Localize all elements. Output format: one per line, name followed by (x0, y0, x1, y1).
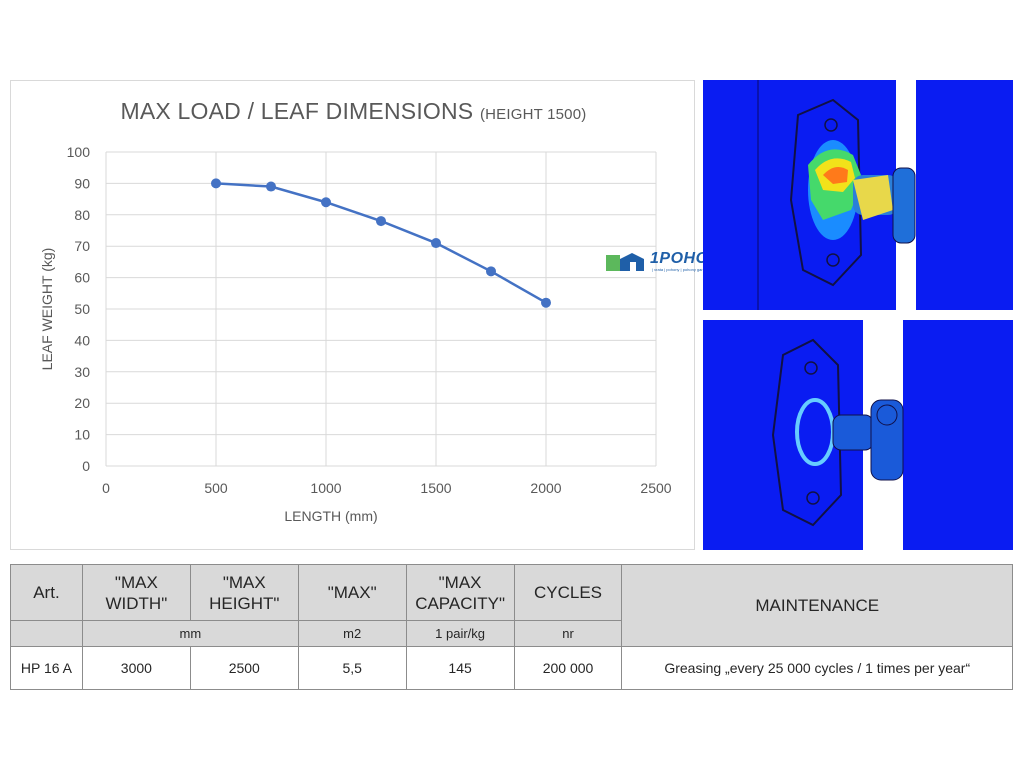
y-tick-label: 100 (67, 144, 91, 160)
unit-cycles: nr (513, 620, 623, 647)
header-maintenance: MAINTENANCE (621, 564, 1013, 647)
header-max-width: "MAX WIDTH" (81, 564, 191, 621)
data-point (376, 216, 386, 227)
chart-title-text: MAX LOAD / LEAF DIMENSIONS (120, 98, 474, 124)
table-units-row: mm m2 1 pair/kg nr (10, 620, 1013, 647)
x-tick-label: 1000 (310, 480, 341, 496)
x-tick-label: 0 (102, 480, 110, 496)
header-cycles: CYCLES (513, 564, 623, 621)
cell-max-capacity: 145 (405, 646, 515, 690)
header-max-height: "MAX HEIGHT" (189, 564, 299, 621)
y-tick-label: 70 (74, 238, 90, 254)
unit-capacity: 1 pair/kg (405, 620, 515, 647)
series-line (215, 182, 547, 304)
chart-panel: MAX LOAD / LEAF DIMENSIONS (HEIGHT 1500)… (10, 80, 695, 550)
chart-subtitle: (HEIGHT 1500) (479, 106, 587, 123)
fea-stress-image-bottom (703, 320, 1013, 550)
data-point (431, 238, 441, 249)
x-tick-label: 1500 (420, 480, 451, 496)
y-tick-label: 50 (74, 301, 90, 317)
cell-art: HP 16 A (10, 646, 83, 690)
spec-table: Art. "MAX WIDTH" "MAX HEIGHT" "MAX" "MAX… (10, 564, 1013, 690)
header-max: "MAX" (297, 564, 407, 621)
x-tick-label: 2500 (640, 480, 671, 496)
x-tick-label: 2000 (530, 480, 561, 496)
y-tick-label: 80 (74, 207, 90, 223)
cell-max-height: 2500 (189, 646, 299, 690)
cell-max-width: 3000 (81, 646, 191, 690)
unit-dimensions: mm (81, 620, 299, 647)
data-point (266, 181, 276, 192)
data-point (541, 297, 551, 308)
y-tick-label: 30 (74, 364, 90, 380)
y-tick-label: 40 (74, 332, 90, 348)
y-axis-label: LEAF WEIGHT (kg) (39, 248, 55, 371)
cell-cycles: 200 000 (513, 646, 623, 690)
cell-max: 5,5 (297, 646, 407, 690)
chart-title: MAX LOAD / LEAF DIMENSIONS (HEIGHT 1500) (11, 98, 696, 125)
table-row: HP 16 A 3000 2500 5,5 145 200 000 Greasi… (10, 646, 1013, 690)
logo-mark-icon (606, 253, 644, 271)
x-axis-label: LENGTH (mm) (284, 508, 377, 524)
y-tick-label: 90 (74, 175, 90, 191)
y-tick-label: 10 (74, 427, 90, 443)
header-max-capacity: "MAX CAPACITY" (405, 564, 515, 621)
data-point (321, 197, 331, 208)
header-art: Art. (10, 564, 83, 621)
fea-stress-image-top (703, 80, 1013, 310)
y-tick-label: 20 (74, 395, 90, 411)
y-tick-label: 60 (74, 270, 90, 286)
data-point (211, 178, 221, 189)
unit-area: m2 (297, 620, 407, 647)
y-tick-label: 0 (82, 458, 90, 474)
cell-maintenance: Greasing „every 25 000 cycles / 1 times … (621, 646, 1013, 690)
data-point (486, 266, 496, 277)
table-header-row: Art. "MAX WIDTH" "MAX HEIGHT" "MAX" "MAX… (10, 564, 1013, 647)
unit-art (10, 620, 83, 647)
x-tick-label: 500 (204, 480, 228, 496)
logo-tagline: | vrata | pohony | pohony garáží | autom… (652, 267, 751, 272)
